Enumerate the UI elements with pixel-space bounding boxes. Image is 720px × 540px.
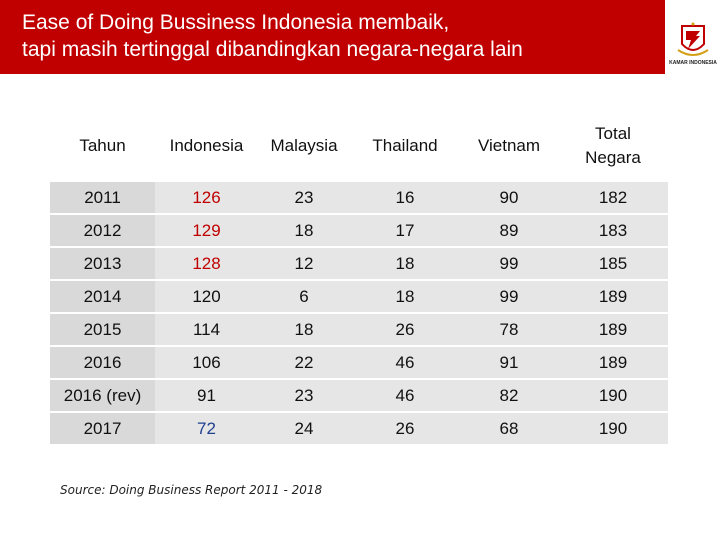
cell-malaysia: 18 — [258, 314, 350, 347]
table-row: 2013 128 12 18 99 185 — [50, 248, 668, 281]
cell-indonesia: 128 — [155, 248, 258, 281]
cell-year: 2017 — [50, 413, 155, 446]
cell-vietnam: 89 — [460, 215, 558, 248]
cell-indonesia: 126 — [155, 182, 258, 215]
cell-indonesia: 91 — [155, 380, 258, 413]
table-row: 2016 106 22 46 91 189 — [50, 347, 668, 380]
table-row: 2016 (rev) 91 23 46 82 190 — [50, 380, 668, 413]
cell-total-negara: 183 — [558, 215, 668, 248]
header-malaysia: Malaysia — [258, 112, 350, 182]
header-total-negara: Total Negara — [558, 112, 668, 182]
cell-vietnam: 82 — [460, 380, 558, 413]
cell-indonesia: 114 — [155, 314, 258, 347]
logo-text: KAMAR INDONESIA — [669, 60, 717, 66]
cell-thailand: 46 — [350, 380, 460, 413]
table-row: 2012 129 18 17 89 183 — [50, 215, 668, 248]
table-header-row: Tahun Indonesia Malaysia Thailand Vietna… — [50, 112, 668, 182]
header-vietnam: Vietnam — [460, 112, 558, 182]
cell-thailand: 18 — [350, 281, 460, 314]
cell-total-negara: 189 — [558, 314, 668, 347]
cell-thailand: 46 — [350, 347, 460, 380]
cell-vietnam: 99 — [460, 248, 558, 281]
cell-total-negara: 185 — [558, 248, 668, 281]
cell-thailand: 16 — [350, 182, 460, 215]
cell-vietnam: 78 — [460, 314, 558, 347]
header-thailand: Thailand — [350, 112, 460, 182]
table-row: 2014 120 6 18 99 189 — [50, 281, 668, 314]
cell-malaysia: 24 — [258, 413, 350, 446]
slide-title: Ease of Doing Bussiness Indonesia membai… — [22, 9, 662, 63]
cell-indonesia: 72 — [155, 413, 258, 446]
cell-year: 2011 — [50, 182, 155, 215]
cell-total-negara: 190 — [558, 380, 668, 413]
organization-logo: KAMAR INDONESIA — [668, 22, 718, 70]
cell-malaysia: 23 — [258, 182, 350, 215]
cell-vietnam: 90 — [460, 182, 558, 215]
cell-thailand: 17 — [350, 215, 460, 248]
cell-year: 2016 — [50, 347, 155, 380]
cell-year: 2012 — [50, 215, 155, 248]
cell-indonesia: 106 — [155, 347, 258, 380]
cell-year: 2013 — [50, 248, 155, 281]
source-note: Source: Doing Business Report 2011 - 201… — [60, 483, 323, 497]
header-tahun: Tahun — [50, 112, 155, 182]
cell-vietnam: 99 — [460, 281, 558, 314]
cell-thailand: 26 — [350, 314, 460, 347]
table-row: 2017 72 24 26 68 190 — [50, 413, 668, 446]
cell-vietnam: 68 — [460, 413, 558, 446]
cell-indonesia: 129 — [155, 215, 258, 248]
table-row: 2011 126 23 16 90 182 — [50, 182, 668, 215]
cell-year: 2015 — [50, 314, 155, 347]
cell-total-negara: 182 — [558, 182, 668, 215]
cell-malaysia: 12 — [258, 248, 350, 281]
header-indonesia: Indonesia — [155, 112, 258, 182]
cell-total-negara: 189 — [558, 281, 668, 314]
ease-of-doing-business-table: Tahun Indonesia Malaysia Thailand Vietna… — [50, 112, 668, 446]
cell-total-negara: 190 — [558, 413, 668, 446]
cell-indonesia: 120 — [155, 281, 258, 314]
cell-year: 2016 (rev) — [50, 380, 155, 413]
title-banner: Ease of Doing Bussiness Indonesia membai… — [0, 0, 665, 74]
cell-malaysia: 18 — [258, 215, 350, 248]
cell-thailand: 18 — [350, 248, 460, 281]
cell-thailand: 26 — [350, 413, 460, 446]
cell-vietnam: 91 — [460, 347, 558, 380]
cell-malaysia: 22 — [258, 347, 350, 380]
table-body: 2011 126 23 16 90 182 2012 129 18 17 89 183 2013 128 1… — [50, 182, 668, 446]
cell-malaysia: 23 — [258, 380, 350, 413]
cell-malaysia: 6 — [258, 281, 350, 314]
title-line-1: Ease of Doing Bussiness Indonesia membai… — [22, 11, 450, 34]
table-row: 2015 114 18 26 78 189 — [50, 314, 668, 347]
cell-total-negara: 189 — [558, 347, 668, 380]
logo-emblem-icon — [677, 22, 709, 56]
title-line-2: tapi masih tertinggal dibandingkan negar… — [22, 38, 523, 61]
cell-year: 2014 — [50, 281, 155, 314]
